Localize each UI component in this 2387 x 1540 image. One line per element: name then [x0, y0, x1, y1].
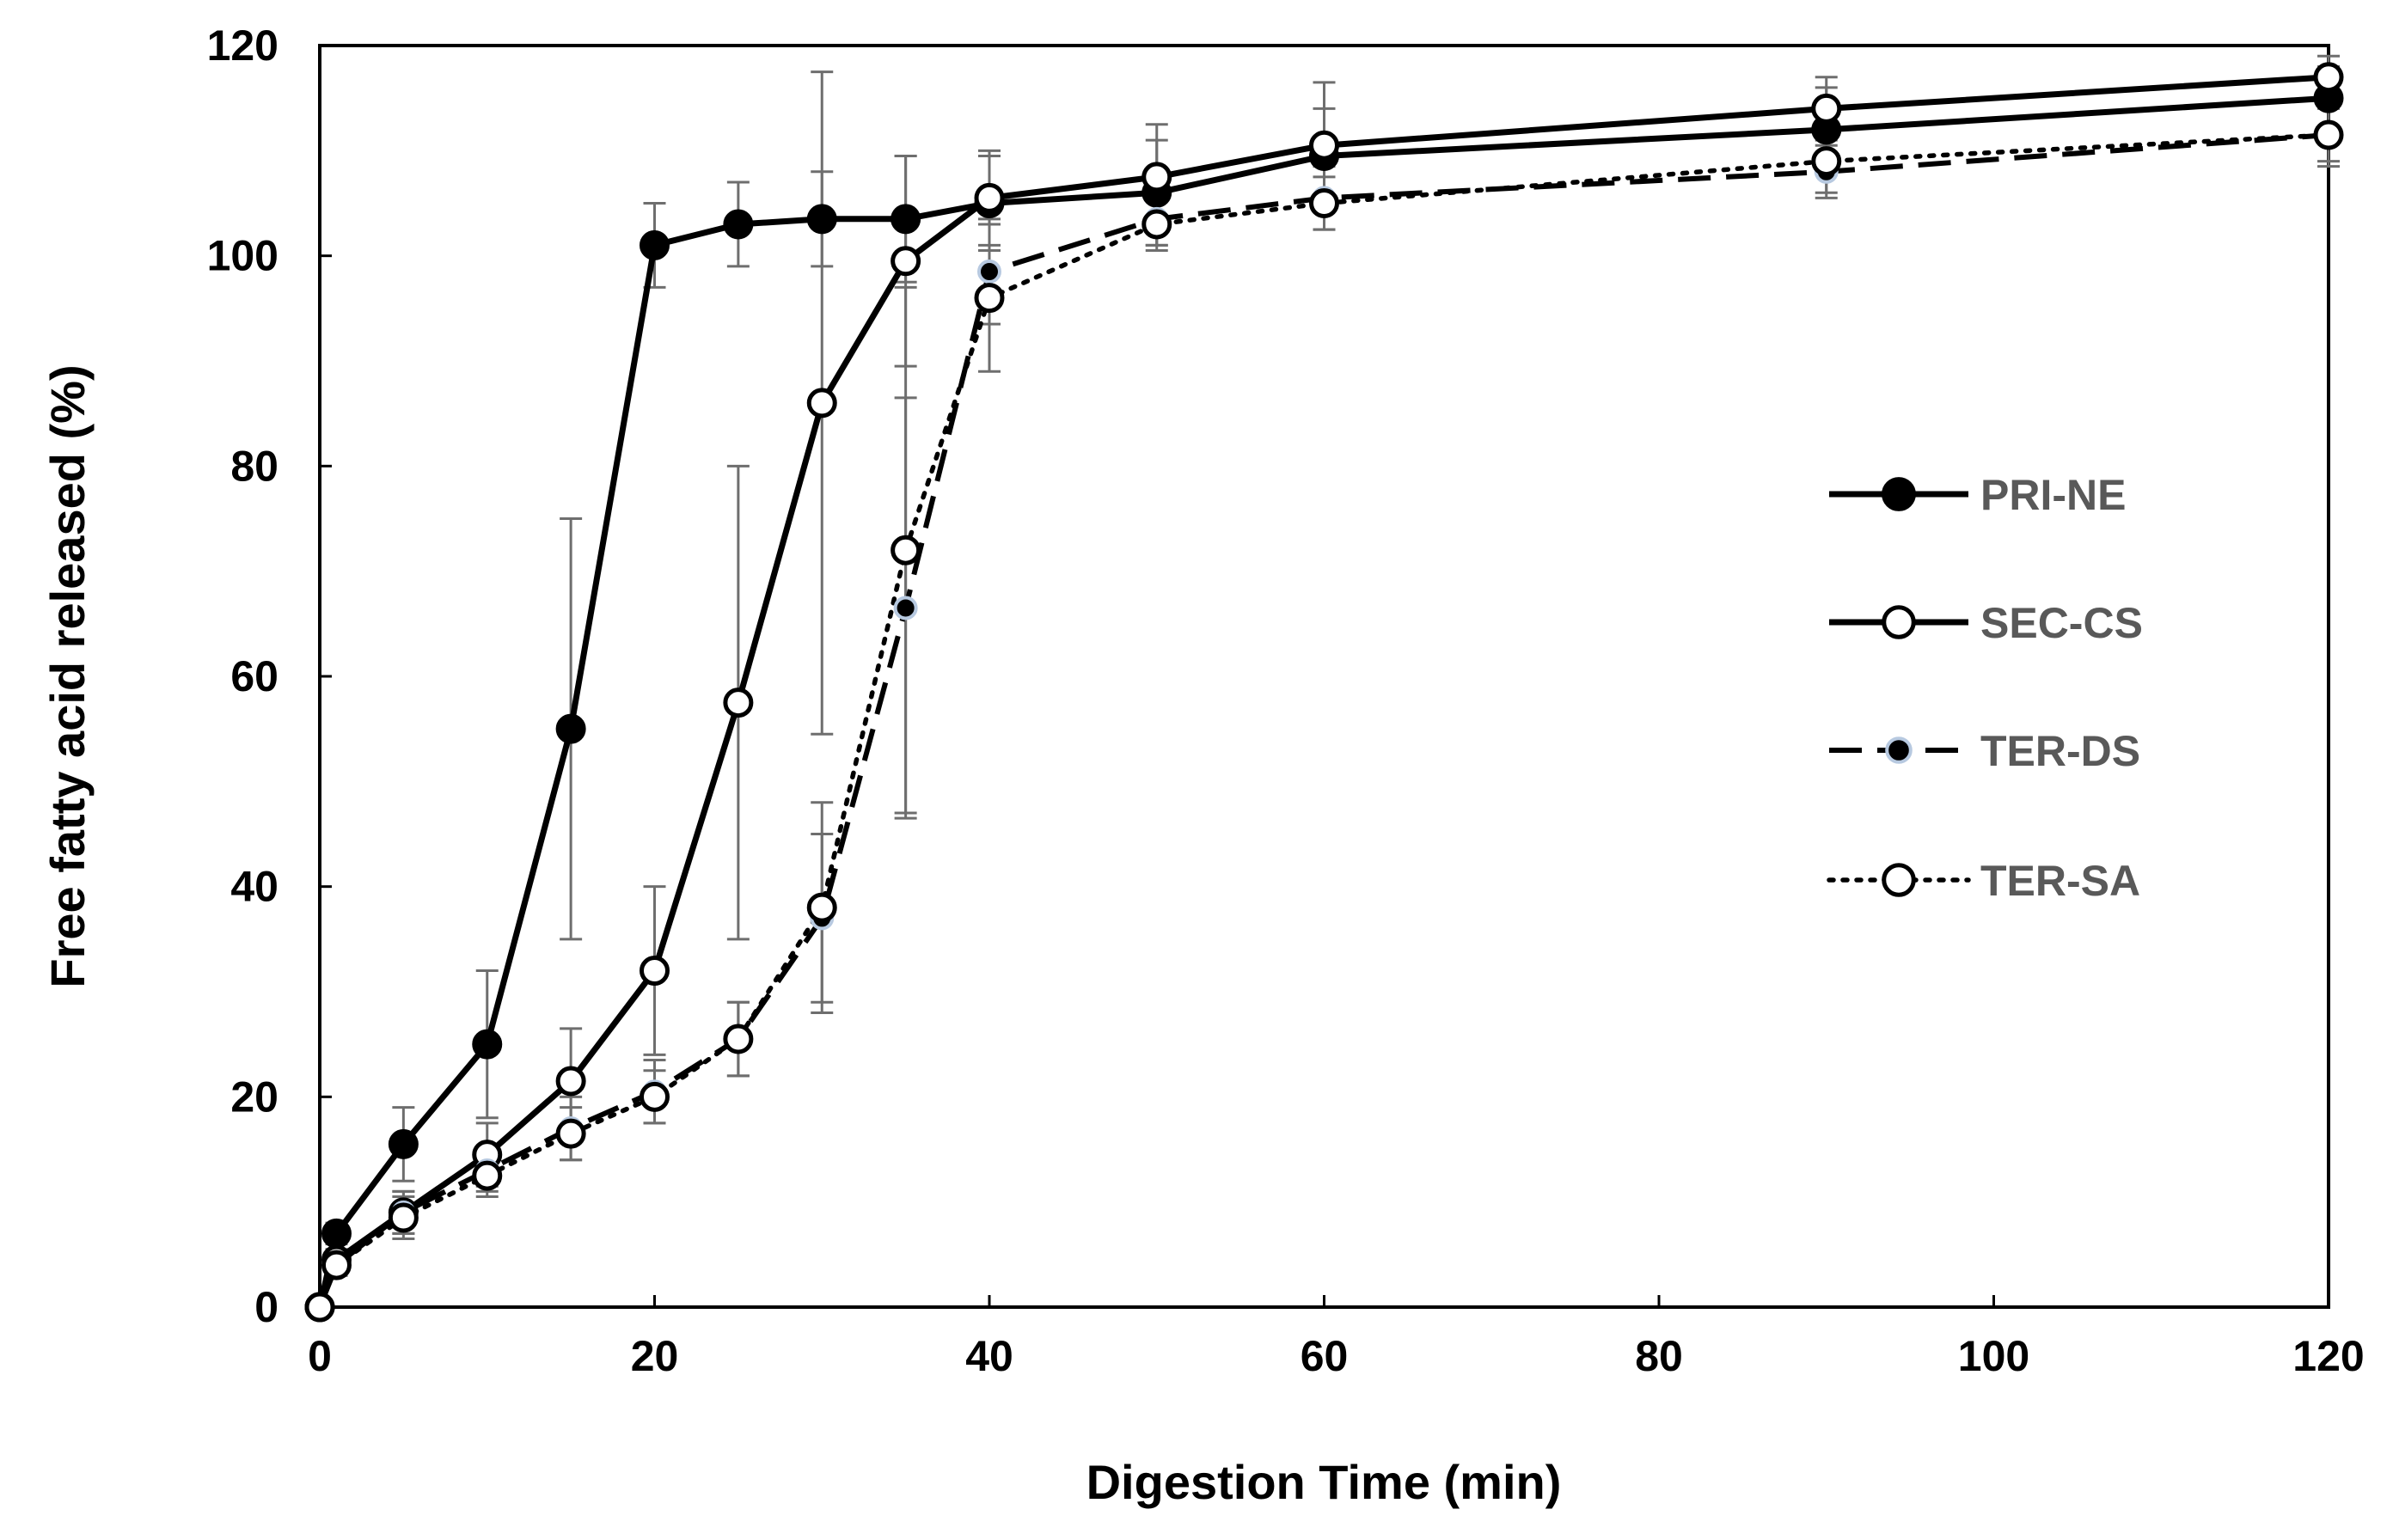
x-tick-label: 20	[631, 1332, 679, 1380]
x-tick-label: 100	[1958, 1332, 2029, 1380]
data-point	[891, 204, 921, 235]
data-point	[806, 892, 837, 923]
data-point	[304, 1292, 335, 1323]
data-point	[1882, 863, 1916, 897]
data-point	[555, 1118, 586, 1149]
y-axis: 0 20 40 60 80 100 120	[207, 21, 332, 1331]
data-point	[2313, 119, 2344, 150]
y-tick-label: 20	[230, 1072, 278, 1121]
legend-entry-pri-ne: PRI-NE	[1829, 471, 2126, 519]
data-point	[723, 209, 754, 240]
x-axis: 0 20 40 60 80 100 120	[308, 1295, 2365, 1380]
x-axis-title: Digestion Time (min)	[1086, 1455, 1562, 1509]
y-tick-label: 60	[230, 652, 278, 700]
x-tick-label: 80	[1635, 1332, 1683, 1380]
legend-entry-ter-ds: TER-DS	[1829, 727, 2140, 775]
data-point	[1885, 736, 1913, 764]
data-point	[893, 596, 918, 620]
data-point	[640, 229, 670, 260]
x-tick-label: 40	[965, 1332, 1013, 1380]
markers-ter-sa	[304, 119, 2344, 1323]
data-point	[1309, 130, 1339, 161]
data-point	[723, 688, 754, 718]
data-point	[388, 1128, 419, 1159]
data-point	[388, 1202, 419, 1233]
data-point	[1141, 209, 1172, 240]
legend-entry-ter-sa: TER-SA	[1827, 857, 2140, 905]
data-point	[472, 1160, 503, 1191]
x-tick-label: 60	[1301, 1332, 1349, 1380]
data-point	[555, 713, 586, 744]
data-point	[891, 535, 921, 565]
x-tick-label: 120	[2292, 1332, 2364, 1380]
legend-entry-sec-cs: SEC-CS	[1829, 599, 2143, 647]
data-point	[974, 283, 1005, 314]
y-tick-label: 40	[230, 863, 278, 911]
data-point	[806, 388, 837, 419]
data-point	[1141, 162, 1172, 192]
data-point	[1882, 605, 1916, 639]
data-point	[321, 1218, 352, 1249]
data-point	[555, 1066, 586, 1097]
legend-label: TER-SA	[1980, 857, 2140, 905]
data-point	[974, 182, 1005, 213]
series-layer	[304, 54, 2344, 1323]
data-point	[806, 204, 837, 235]
y-axis-title: Free fatty acid released (%)	[40, 364, 95, 987]
y-tick-label: 0	[254, 1283, 278, 1331]
data-point	[640, 956, 670, 987]
x-tick-label: 0	[308, 1332, 332, 1380]
legend-label: TER-DS	[1980, 727, 2140, 775]
data-point	[472, 1029, 503, 1060]
data-point	[2313, 62, 2344, 93]
data-point	[723, 1024, 754, 1054]
y-tick-label: 100	[207, 232, 278, 280]
legend: PRI-NE SEC-CS TER-DS TER-SA	[1827, 471, 2143, 905]
y-tick-label: 120	[207, 21, 278, 70]
markers-sec-cs	[304, 62, 2344, 1323]
data-point	[1309, 188, 1339, 218]
data-point	[1882, 477, 1916, 511]
data-point	[640, 1081, 670, 1112]
data-point	[977, 260, 1001, 284]
legend-label: PRI-NE	[1980, 471, 2126, 519]
data-point	[321, 1250, 352, 1280]
data-point	[1811, 146, 1842, 177]
data-point	[891, 246, 921, 277]
series-line-pri-ne	[316, 95, 2329, 1308]
legend-label: SEC-CS	[1980, 599, 2143, 647]
data-point	[1811, 93, 1842, 124]
series-line-ter-ds	[317, 132, 2329, 1309]
y-tick-label: 80	[230, 442, 278, 490]
